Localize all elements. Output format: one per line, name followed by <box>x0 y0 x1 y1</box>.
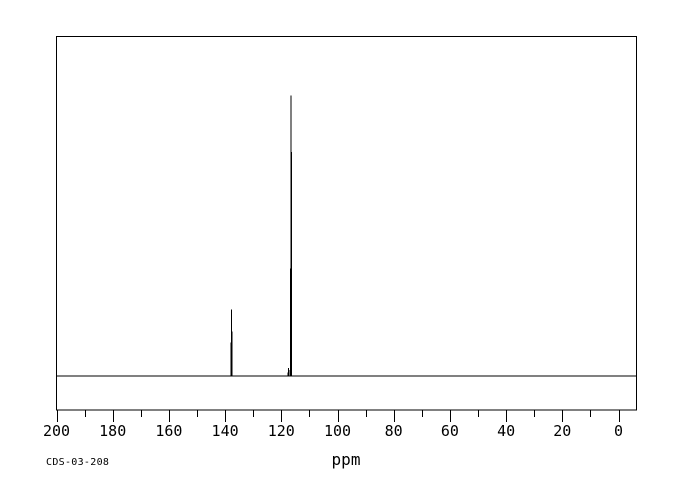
axis-tick-label: 200 <box>42 422 71 440</box>
axis-tick-label: 40 <box>497 422 516 440</box>
axis-tick-label: 60 <box>440 422 459 440</box>
axis-tick-label: 100 <box>323 422 352 440</box>
axis-tick-label: 80 <box>384 422 403 440</box>
axis-tick-label: 140 <box>211 422 239 440</box>
sample-id-label: CDS-03-208 <box>46 457 110 468</box>
axis-tick-label: 120 <box>267 422 295 440</box>
spectrum-trace <box>56 95 637 377</box>
axis-tick-label: 160 <box>155 422 183 440</box>
axis-tick-label: 180 <box>99 422 127 440</box>
axis-tick-label: 20 <box>553 422 572 440</box>
plot-frame <box>56 36 637 411</box>
axis-tick-marks <box>57 410 620 422</box>
axis-tick-label: 0 <box>613 422 624 440</box>
x-axis-title: ppm <box>331 450 361 469</box>
